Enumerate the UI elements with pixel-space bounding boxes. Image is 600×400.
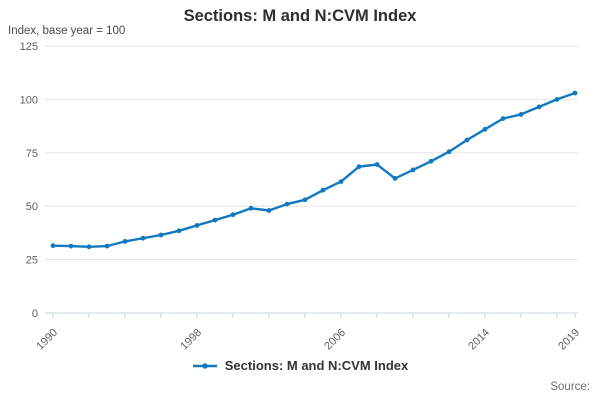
y-tick-label: 125: [20, 41, 38, 53]
data-point-marker: [266, 208, 272, 213]
data-point-marker: [410, 167, 416, 173]
data-point-marker: [464, 137, 470, 143]
x-tick-label: 1990: [34, 327, 60, 353]
legend: Sections: M and N:CVM Index: [0, 358, 600, 373]
x-tick-label: 2006: [322, 327, 348, 353]
data-point-marker: [176, 228, 182, 234]
legend-line-icon: [192, 362, 217, 369]
data-point-marker: [500, 116, 506, 121]
data-point-marker: [392, 176, 398, 181]
data-point-marker: [302, 197, 308, 203]
data-point-marker: [230, 212, 236, 218]
data-point-marker: [122, 239, 128, 244]
data-point-marker: [50, 243, 56, 249]
series-line: [51, 91, 577, 249]
data-point-marker: [158, 232, 164, 238]
data-point-marker: [104, 243, 110, 249]
source-label: Source:: [550, 381, 590, 393]
data-point-marker: [248, 205, 254, 211]
data-point-marker: [374, 162, 380, 167]
data-point-marker: [536, 104, 542, 110]
y-tick-label: 50: [26, 201, 38, 213]
y-tick-label: 100: [20, 94, 38, 106]
x-tick-label: 2014: [466, 327, 492, 353]
data-point-marker: [284, 201, 290, 207]
legend-item[interactable]: Sections: M and N:CVM Index: [192, 358, 408, 373]
legend-label: Sections: M and N:CVM Index: [224, 358, 409, 373]
data-point-marker: [572, 90, 578, 96]
x-tick-label: 1998: [178, 327, 204, 353]
x-tick-label: 2019: [556, 327, 582, 353]
data-point-marker: [518, 112, 524, 117]
y-axis-note: Index, base year = 100: [8, 25, 126, 37]
y-tick-label: 25: [26, 255, 38, 267]
chart-title: Sections: M and N:CVM Index: [183, 7, 417, 25]
data-point-marker: [428, 158, 434, 164]
data-point-marker: [320, 187, 326, 193]
data-point-marker: [68, 243, 74, 249]
data-point-marker: [194, 223, 200, 228]
y-tick-label: 75: [26, 148, 38, 160]
data-point-marker: [338, 179, 344, 185]
data-point-marker: [86, 244, 92, 250]
data-point-marker: [212, 217, 218, 223]
data-point-marker: [446, 149, 452, 155]
data-point-marker: [482, 126, 488, 132]
y-tick-label: 0: [32, 308, 38, 320]
data-point-marker: [554, 97, 560, 102]
data-point-marker: [140, 235, 146, 241]
data-point-marker: [356, 164, 362, 170]
